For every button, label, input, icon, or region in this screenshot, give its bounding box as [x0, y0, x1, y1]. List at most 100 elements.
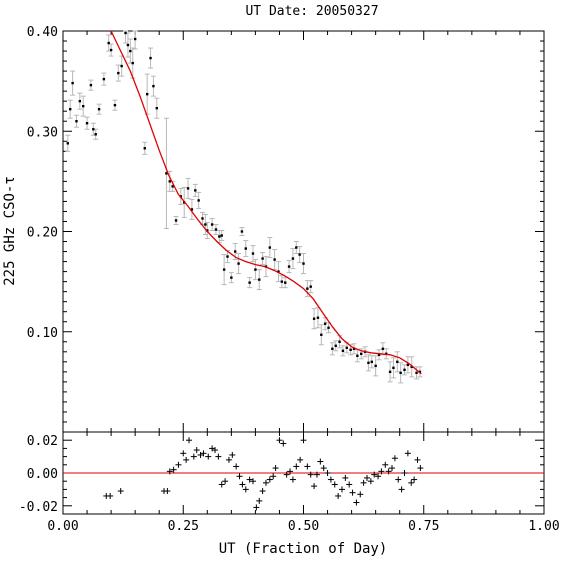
- data-point: [287, 265, 291, 268]
- data-point: [381, 347, 385, 350]
- residual-point: [338, 486, 345, 493]
- residual-point: [293, 463, 300, 470]
- residual-point: [262, 479, 269, 486]
- data-point: [218, 235, 221, 238]
- data-point: [374, 364, 377, 368]
- data-point: [78, 99, 82, 103]
- residual-point: [395, 476, 402, 483]
- x-tick-label: 0.50: [288, 519, 319, 534]
- data-point: [69, 107, 72, 111]
- data-point: [403, 368, 406, 372]
- residual-point: [371, 471, 378, 478]
- residual-point: [236, 473, 243, 480]
- data-point: [194, 189, 197, 192]
- residual-point: [324, 470, 331, 476]
- data-point: [349, 348, 352, 351]
- data-point: [237, 262, 240, 265]
- x-tick-label: 0.25: [168, 519, 199, 534]
- data-point: [171, 185, 174, 188]
- data-point: [124, 31, 127, 35]
- residual-point: [218, 481, 225, 488]
- residual-point: [360, 479, 367, 486]
- residual-point: [313, 471, 320, 478]
- data-point: [168, 180, 171, 183]
- residual-point: [186, 437, 193, 444]
- data-point: [334, 344, 337, 347]
- data-point: [233, 250, 237, 253]
- residual-point: [211, 447, 218, 454]
- data-point: [268, 246, 272, 249]
- data-point: [338, 340, 341, 343]
- data-point: [204, 223, 207, 226]
- data-point: [392, 366, 395, 370]
- residual-point: [253, 504, 260, 511]
- residual-point: [404, 450, 411, 457]
- residual-point: [270, 473, 277, 480]
- residual-point: [117, 488, 124, 495]
- residual-point: [170, 466, 177, 473]
- data-point: [214, 228, 218, 231]
- residual-point: [320, 465, 327, 472]
- data-point: [240, 230, 244, 233]
- data-point: [306, 287, 309, 290]
- data-point: [418, 370, 422, 374]
- residual-point: [327, 476, 334, 483]
- residual-point: [414, 456, 421, 463]
- data-point: [131, 61, 134, 65]
- data-point: [356, 354, 359, 358]
- residual-point: [239, 481, 246, 488]
- data-point: [280, 280, 284, 283]
- residual-point: [193, 447, 200, 454]
- data-point: [406, 363, 410, 367]
- main-axis-ticks: 0.10 0.20 0.30 0.40: [27, 25, 545, 433]
- x-tick-label: 1.00: [528, 519, 559, 534]
- residual-point: [304, 463, 311, 470]
- residual-point: [346, 481, 353, 488]
- x-axis-label: UT (Fraction of Day): [219, 541, 388, 557]
- residual-point: [190, 453, 197, 460]
- residual-point: [411, 476, 418, 483]
- residual-point: [180, 450, 187, 457]
- x-tick-label: 0.75: [408, 519, 439, 534]
- data-point: [97, 107, 101, 111]
- residual-data-points: [103, 437, 424, 511]
- data-point: [367, 361, 370, 365]
- residual-point: [183, 456, 190, 463]
- data-point: [107, 41, 110, 45]
- data-point: [258, 278, 261, 281]
- residual-point: [283, 471, 290, 478]
- data-point: [291, 257, 295, 260]
- residual-point: [391, 455, 398, 462]
- residual-point: [242, 486, 249, 493]
- data-point: [410, 365, 413, 369]
- main-plot-frame: [62, 30, 545, 433]
- residual-point: [385, 468, 392, 475]
- data-point: [149, 56, 152, 60]
- data-point: [75, 120, 78, 123]
- data-point: [327, 326, 330, 329]
- residual-point: [367, 478, 374, 485]
- data-point: [415, 371, 418, 375]
- data-point: [277, 270, 280, 273]
- residual-point: [175, 461, 182, 468]
- data-point: [345, 346, 348, 349]
- data-point: [143, 147, 146, 150]
- data-point: [309, 285, 312, 288]
- residual-point: [342, 474, 349, 481]
- data-point: [201, 217, 204, 220]
- data-point: [341, 349, 345, 352]
- residual-point: [266, 476, 273, 483]
- residual-point: [205, 453, 212, 460]
- data-point: [251, 252, 255, 255]
- data-point: [399, 371, 402, 375]
- data-point: [323, 322, 327, 325]
- residual-point: [200, 450, 207, 457]
- residual-point: [335, 492, 342, 499]
- data-point: [197, 199, 200, 202]
- data-point: [352, 347, 356, 350]
- data-point: [220, 234, 223, 237]
- residual-point: [417, 465, 424, 472]
- residual-point: [317, 458, 324, 465]
- res-y-tick-label: -0.02: [19, 500, 58, 515]
